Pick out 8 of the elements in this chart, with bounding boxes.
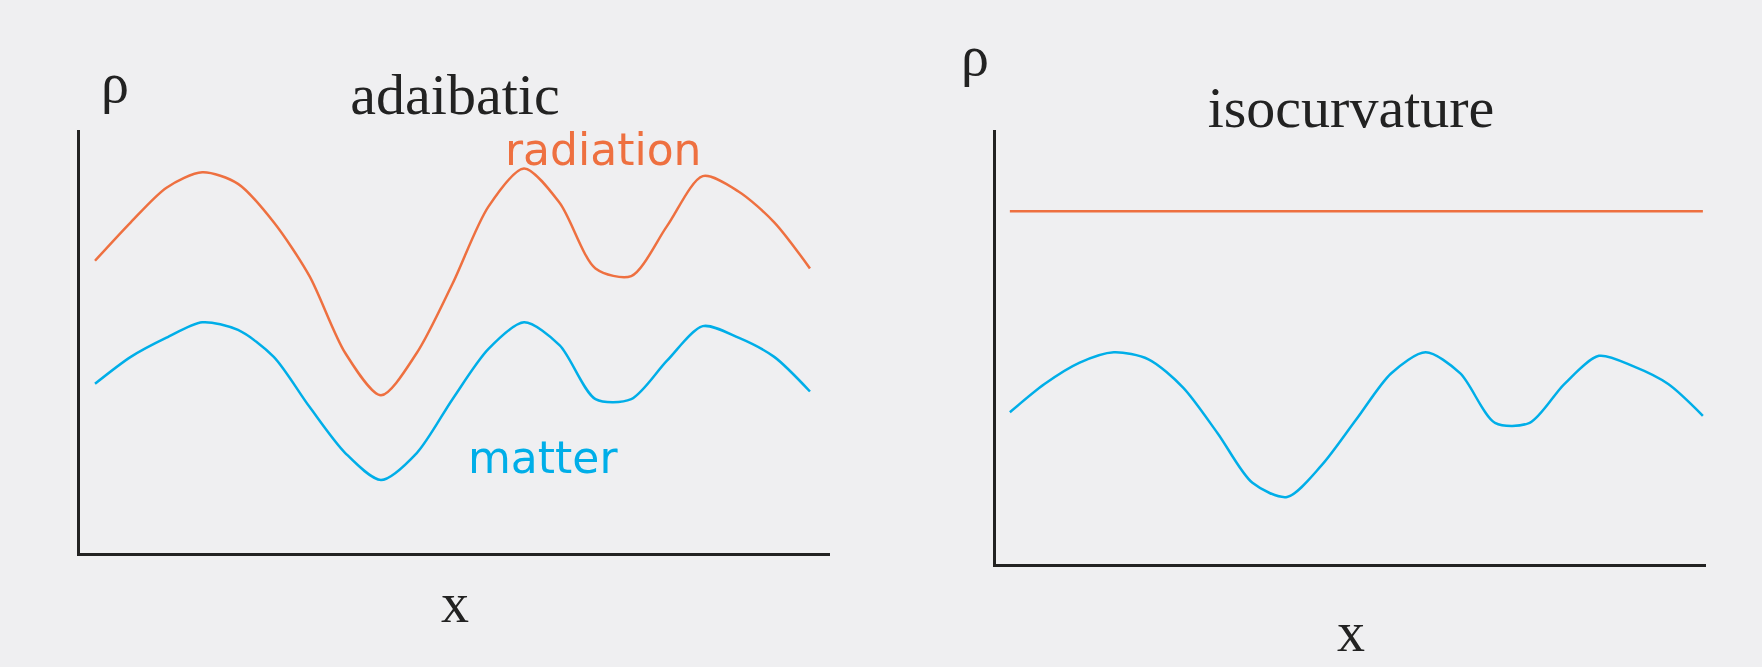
y-axis-title: ρ <box>101 52 129 114</box>
series-label: matter <box>468 432 619 483</box>
x-axis-title: x <box>441 572 469 634</box>
chart-title: isocurvature <box>1207 75 1495 141</box>
chart-title: adaibatic <box>350 61 560 127</box>
y-axis-title: ρ <box>961 25 989 87</box>
series-label: radiation <box>505 124 702 175</box>
x-axis-title: x <box>1337 601 1365 663</box>
